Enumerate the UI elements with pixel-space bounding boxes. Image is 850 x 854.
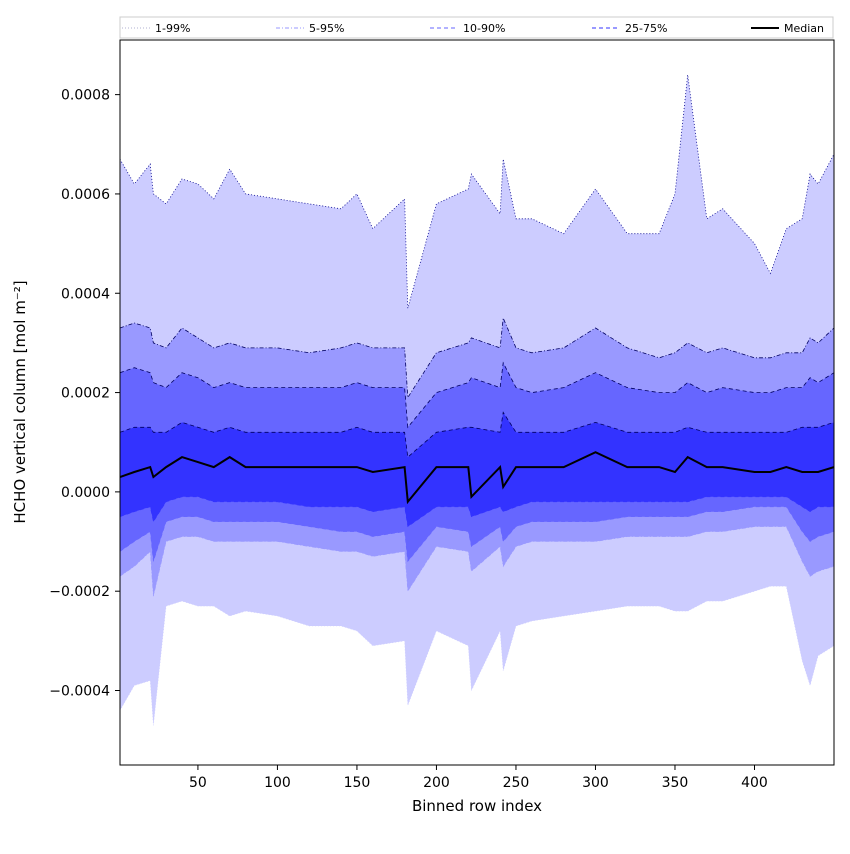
band-lower-line-5-95% [120,526,834,597]
y-tick-label: 0.0006 [61,187,110,203]
x-tick-label: 250 [503,775,530,791]
x-tick-label: 150 [344,775,371,791]
legend-entry: Median [751,22,824,35]
x-tick-label: 350 [662,775,689,791]
y-tick-label: −0.0004 [49,684,110,700]
x-tick-label: 300 [582,775,609,791]
x-tick-label: 200 [423,775,450,791]
x-tick-label: 400 [741,775,768,791]
y-tick-label: 0.0002 [61,386,110,402]
y-tick-label: 0.0008 [61,88,110,104]
legend-label: Median [784,22,824,35]
band-upper-line-1-99% [120,74,834,309]
legend-entry: 5-95% [276,22,344,35]
y-tick-label: 0.0004 [61,286,110,302]
legend: 1-99% 5-95% 10-90% 25-75% Median [119,16,834,39]
x-axis-title: Binned row index [412,797,542,815]
median-series [120,451,834,505]
band-upper-line-25-75% [120,411,834,458]
percentile-lines [120,74,834,726]
band-upper-line-5-95% [120,316,834,399]
legend-label: 10-90% [463,22,505,35]
legend-label: 5-95% [309,22,344,35]
legend-entry: 25-75% [592,22,667,35]
band-lower-line-25-75% [120,496,834,528]
plot-frame [119,39,835,766]
legend-box [119,16,834,39]
median-line [120,451,834,505]
legend-entry: 1-99% [122,22,190,35]
legend-entry: 10-90% [430,22,505,35]
y-axis: −0.0004 −0.0002 0.0000 0.0002 0.0004 0.0006 0.… [49,88,120,700]
band-upper-line-10-90% [120,361,834,429]
band-25-75% [120,412,834,527]
y-tick-label: 0.0000 [61,485,110,501]
x-axis: 50 100 150 200 250 300 350 400 [189,765,768,791]
x-tick-label: 100 [264,775,291,791]
band-lower-line-10-90% [120,506,834,563]
y-axis-title: HCHO vertical column [mol m⁻²] [11,280,29,523]
legend-label: 1-99% [155,22,190,35]
legend-label: 25-75% [625,22,667,35]
y-tick-label: −0.0002 [49,584,110,600]
x-tick-label: 50 [189,775,207,791]
